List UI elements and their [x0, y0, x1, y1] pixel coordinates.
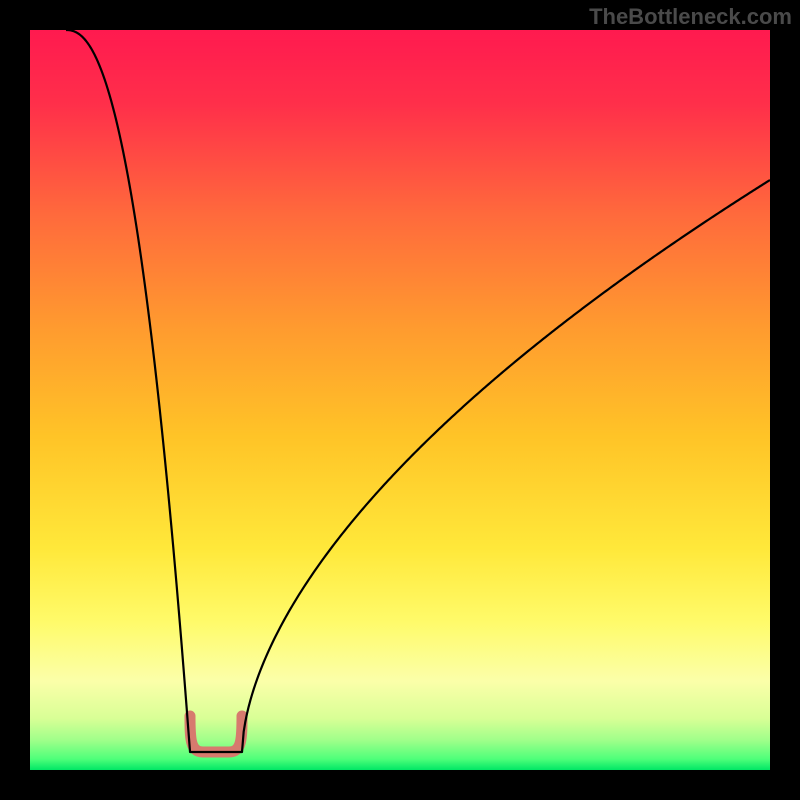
plot-background: [30, 30, 770, 770]
bottleneck-chart: [0, 0, 800, 800]
watermark-text: TheBottleneck.com: [589, 4, 792, 30]
chart-container: TheBottleneck.com: [0, 0, 800, 800]
